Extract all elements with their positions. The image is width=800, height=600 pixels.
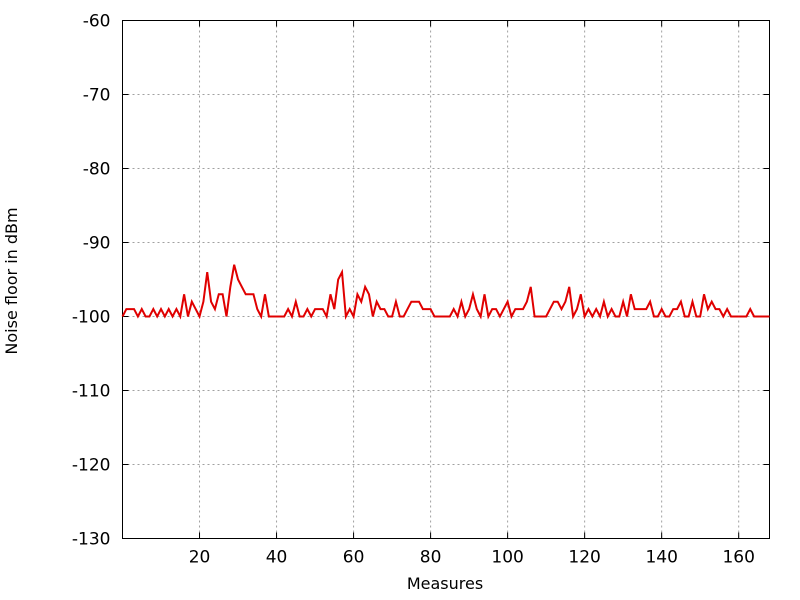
y-tick-label: -120 [72,456,111,476]
series-layer [121,264,770,321]
y-axis-label: Noise floor in dBm [2,207,21,354]
y-tick-label: -70 [83,86,111,106]
x-tick-label: 160 [722,548,754,568]
y-tick-label: -90 [83,234,111,254]
x-tick-label: 100 [491,548,523,568]
y-tick-label: -130 [72,530,111,550]
y-tick-label: -100 [72,308,111,328]
tick-layer: 20 40 60 80 100 120 140 160 -60 -70 -80 -90 -100 -110… [72,12,770,568]
x-tick-label: 40 [266,548,288,568]
plot-frame [122,20,770,539]
x-tick-label: 60 [343,548,365,568]
x-tick-label: 80 [420,548,442,568]
x-tick-label: 140 [645,548,677,568]
grid-layer [122,20,770,539]
y-tick-label: -60 [83,12,111,32]
x-tick-label: 20 [189,548,211,568]
y-tick-label: -110 [72,382,111,402]
x-tick-label: 120 [568,548,600,568]
series-line [121,264,770,321]
y-tick-label: -80 [83,160,111,180]
x-axis-label: Measures [407,574,483,593]
